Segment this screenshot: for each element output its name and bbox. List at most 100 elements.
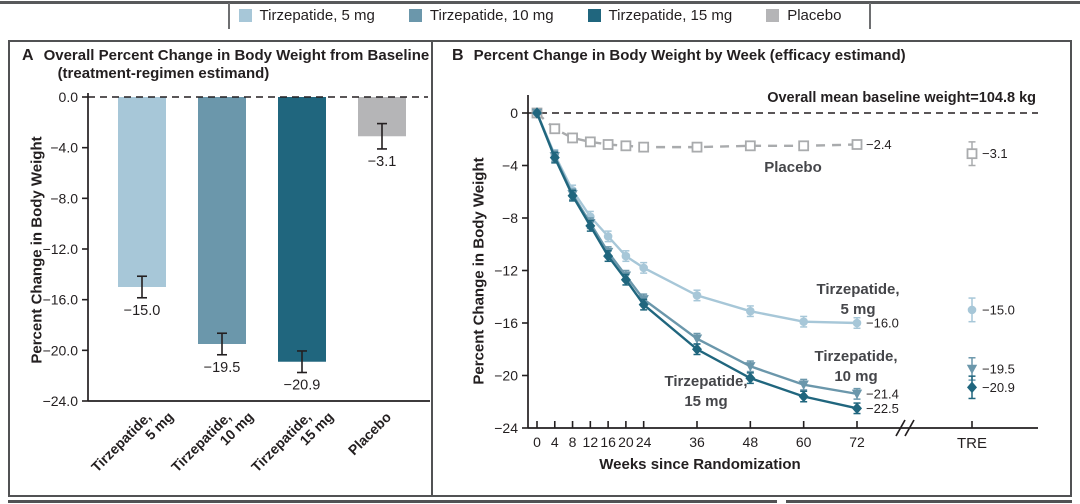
panel-a-title-line1: Overall Percent Change in Body Weight fr… [43,47,430,64]
marker-triangle-down [966,364,978,375]
marker-diamond [620,273,631,286]
panel-b-y-tick-label: −20 [494,368,518,384]
panel-a-title-line2: (treatment-regimen estimand) [57,65,270,82]
marker-open-square [602,139,614,150]
marker-triangle-down [851,389,863,400]
marker-diamond [567,189,578,202]
marker-open-square [549,123,561,135]
marker-diamond [549,151,560,164]
bar-tirzepatide-15-mg [278,97,326,362]
marker-open-square [620,140,632,152]
top-rule [0,1,1080,4]
marker-diamond [967,381,977,394]
legend-label: Tirzepatide, 5 mg [259,7,375,24]
marker-circle [799,317,808,326]
panel-b-y-tick-label: −4 [502,158,518,174]
marker-diamond [638,298,649,311]
panel-b-y-tick-label: −24 [494,420,518,436]
panel-b-x-tick-label: 48 [743,434,759,450]
legend: Tirzepatide, 5 mg Tirzepatide, 10 mg Tir… [0,7,1080,24]
legend-item-tirzepatide-15mg: Tirzepatide, 15 mg [587,7,733,24]
marker-triangle-down [745,362,756,372]
series-tre-label: −3.1 [982,146,1008,161]
baseline-weight-annotation: Overall mean baseline weight=104.8 kg [767,90,1036,106]
panel-a-category-label: Tirzepatide,5 mg [88,397,176,485]
series-end-label: −22.5 [866,401,899,416]
panel-b-x-tick-label: 72 [849,434,865,450]
marker-open-square [691,141,703,153]
series-annotation-tirzepatide-15-mg: Tirzepatide, 15 mg [664,373,748,410]
panel-a-category-label: Tirzepatide,10 mg [168,397,256,485]
axis-break-mark [904,419,915,437]
legend-item-tirzepatide-10mg: Tirzepatide, 10 mg [408,7,554,24]
next-row-border-left [8,500,777,503]
legend-swatch-tirzepatide-5mg-icon [238,9,252,22]
marker-diamond [585,220,596,232]
marker-open-square [638,141,650,153]
panel-a-y-tick-label: −16.0 [43,292,79,308]
panel-b-x-tick-label: 12 [583,434,599,450]
panel-b-x-tick-label: 16 [600,434,616,450]
panel-a-y-tick-label: −24.0 [43,393,79,409]
legend-item-placebo: Placebo [766,7,841,24]
tre-tick-label: TRE [957,435,987,452]
series-tre-label: −15.0 [982,302,1015,317]
bar-value-label: −3.1 [368,154,397,170]
panel-b-letter: B [452,47,464,64]
panel-b-x-tick-label: 0 [533,434,541,450]
marker-circle [639,263,648,273]
panel-b-title: B Percent Change in Body Weight by Week … [452,47,906,65]
marker-circle [692,291,702,300]
panel-b-y-tick-label: 0 [510,105,518,121]
legend-box-left-edge [228,3,230,29]
legend-swatch-placebo-icon [766,9,780,22]
panel-b-y-tick-label: −12 [494,263,518,279]
bar-value-label: −15.0 [124,303,161,319]
panel-a-y-tick-label: 0.0 [59,89,79,105]
series-end-label: −21.4 [866,386,899,401]
marker-diamond [852,402,862,415]
panel-b-y-tick-label: −16 [494,315,518,331]
series-placebo: −2.4 −3.1 [531,107,1008,167]
bar-value-label: −20.9 [284,378,321,394]
series-tre-label: −20.9 [982,380,1015,395]
panels-border [8,40,1072,497]
marker-diamond [532,107,542,119]
series-annotation-tirzepatide-10-mg: Tirzepatide, 10 mg [814,348,898,385]
panel-b-x-tick-label: 36 [689,434,705,450]
marker-diamond [603,250,614,262]
marker-circle [746,306,755,316]
legend-swatch-tirzepatide-10mg-icon [408,9,422,22]
legend-swatch-tirzepatide-15mg-icon [587,9,601,22]
panel-divider [431,40,433,497]
next-row-border-right [786,500,1072,503]
panel-b-title-text: Percent Change in Body Weight by Week (e… [473,47,906,64]
bar-tirzepatide-5-mg [118,97,166,287]
legend-label: Placebo [787,7,842,24]
marker-circle [967,305,977,315]
legend-label: Tirzepatide, 15 mg [608,7,733,24]
marker-circle [621,251,631,261]
marker-circle [603,232,613,241]
marker-open-square [567,132,578,144]
panel-a-y-tick-label: −4.0 [50,140,78,156]
panel-a-title: A Overall Percent Change in Body Weight … [22,47,429,83]
axis-break-mark [895,419,906,437]
series-annotation-tirzepatide-5-mg: Tirzepatide, 5 mg [816,281,900,318]
panel-a-category-label: Tirzepatide,15 mg [248,397,336,485]
panel-b-x-tick-label: 60 [796,434,812,450]
marker-open-square [744,140,756,152]
series-tre-label: −19.5 [982,361,1015,376]
panel-a-letter: A [22,47,34,64]
panel-b-x-tick-label: 4 [551,434,559,450]
marker-circle [852,318,862,328]
marker-open-square [798,140,810,152]
marker-open-square [851,139,863,150]
marker-open-square [584,136,596,148]
marker-diamond [745,372,756,384]
panel-a-category-label: Placebo [345,409,394,458]
legend-label: Tirzepatide, 10 mg [429,7,554,24]
panel-b-x-axis-label: Weeks since Randomization [599,456,801,473]
